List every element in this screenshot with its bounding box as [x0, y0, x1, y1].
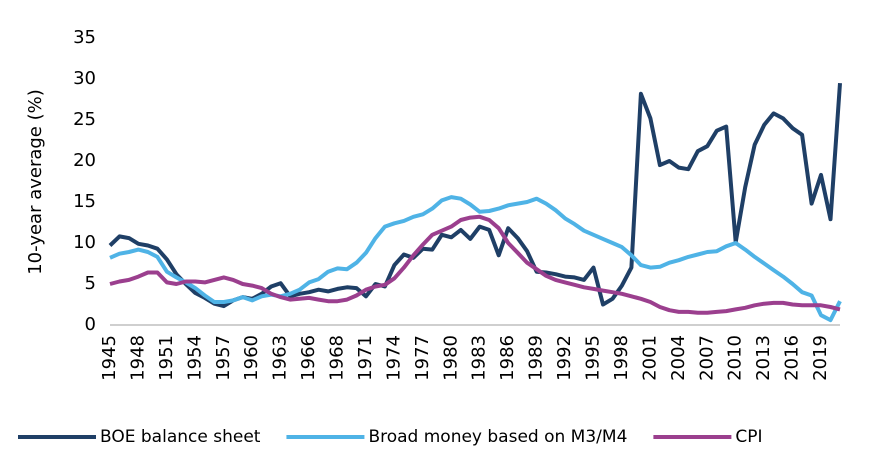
x-tick-label: 1957 [213, 335, 234, 381]
x-tick-label: 1971 [355, 335, 376, 381]
x-tick-label: 2004 [668, 335, 689, 381]
x-tick-label: 1989 [526, 335, 547, 381]
x-tick-label: 1966 [298, 335, 319, 381]
x-tick-label: 2007 [696, 335, 717, 381]
legend-label: Broad money based on M3/M4 [368, 427, 627, 447]
x-tick-label: 1974 [383, 335, 404, 381]
y-tick-label: 15 [73, 191, 96, 212]
x-tick-label: 2013 [753, 335, 774, 381]
y-tick-label: 5 [85, 273, 96, 294]
x-tick-label: 2010 [725, 335, 746, 381]
x-tick-label: 2016 [782, 335, 803, 381]
series-line [108, 82, 842, 309]
x-tick-label: 1977 [412, 335, 433, 381]
x-tick-label: 1968 [327, 335, 348, 381]
x-tick-label: 1954 [184, 335, 205, 381]
x-tick-label: 2019 [810, 335, 831, 381]
y-tick-label: 25 [73, 109, 96, 130]
x-tick-label: 1998 [611, 335, 632, 381]
legend-label: BOE balance sheet [100, 427, 261, 447]
y-tick-label: 35 [73, 27, 96, 48]
y-tick-label: 20 [73, 150, 96, 171]
legend-label: CPI [735, 427, 762, 447]
series-line [109, 195, 842, 323]
y-tick-label: 30 [73, 68, 96, 89]
x-tick-label: 1980 [440, 335, 461, 381]
x-tick-label: 1986 [497, 335, 518, 381]
x-tick-label: 1960 [241, 335, 262, 381]
x-tick-label: 1983 [469, 335, 490, 381]
y-tick-label: 0 [85, 314, 96, 335]
x-tick-label: 1945 [99, 335, 120, 381]
x-tick-label: 1948 [127, 335, 148, 381]
x-tick-label: 1951 [156, 335, 177, 381]
series-line [109, 214, 841, 315]
x-tick-label: 1963 [270, 335, 291, 381]
y-axis-label: 10-year average (%) [25, 89, 46, 275]
x-tick-label: 1992 [554, 335, 575, 381]
y-tick-label: 10 [73, 232, 96, 253]
x-tick-label: 2001 [639, 335, 660, 381]
x-tick-label: 1995 [583, 335, 604, 381]
